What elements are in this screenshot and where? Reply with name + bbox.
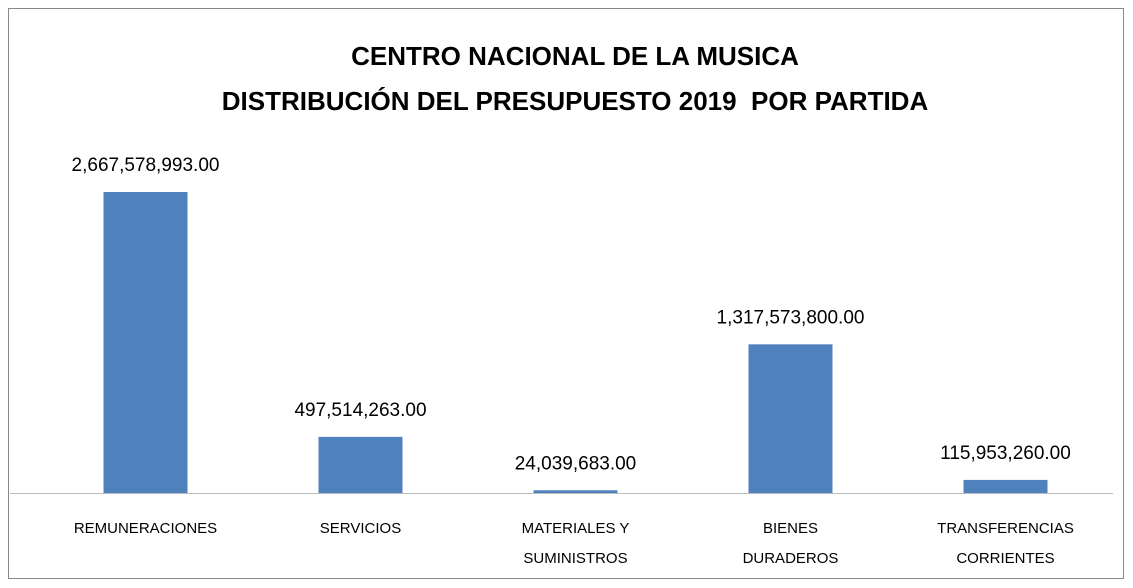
chart-border bbox=[8, 8, 1124, 579]
data-label: 1,317,573,800.00 bbox=[717, 307, 865, 328]
data-label: 115,953,260.00 bbox=[940, 443, 1071, 464]
bar bbox=[748, 344, 833, 493]
x-tick-label: TRANSFERENCIAS CORRIENTES bbox=[937, 520, 1074, 567]
x-tick-label: REMUNERACIONES bbox=[73, 520, 218, 537]
bar bbox=[533, 490, 618, 493]
bar bbox=[963, 479, 1048, 493]
data-label: 497,514,263.00 bbox=[294, 400, 426, 421]
bar bbox=[103, 192, 188, 493]
chart-title: DISTRIBUCIÓN DEL PRESUPUESTO 2019 POR PA… bbox=[222, 86, 929, 116]
chart-title: CENTRO NACIONAL DE LA MUSICA bbox=[351, 41, 799, 71]
x-tick-label: MATERIALES Y SUMINISTROS bbox=[521, 520, 630, 567]
x-tick-label: BIENES DURADEROS bbox=[742, 520, 839, 567]
x-tick-label: SERVICIOS bbox=[319, 520, 402, 537]
bar bbox=[318, 436, 403, 493]
data-label: 2,667,578,993.00 bbox=[72, 155, 220, 176]
data-label: 24,039,683.00 bbox=[515, 453, 637, 474]
